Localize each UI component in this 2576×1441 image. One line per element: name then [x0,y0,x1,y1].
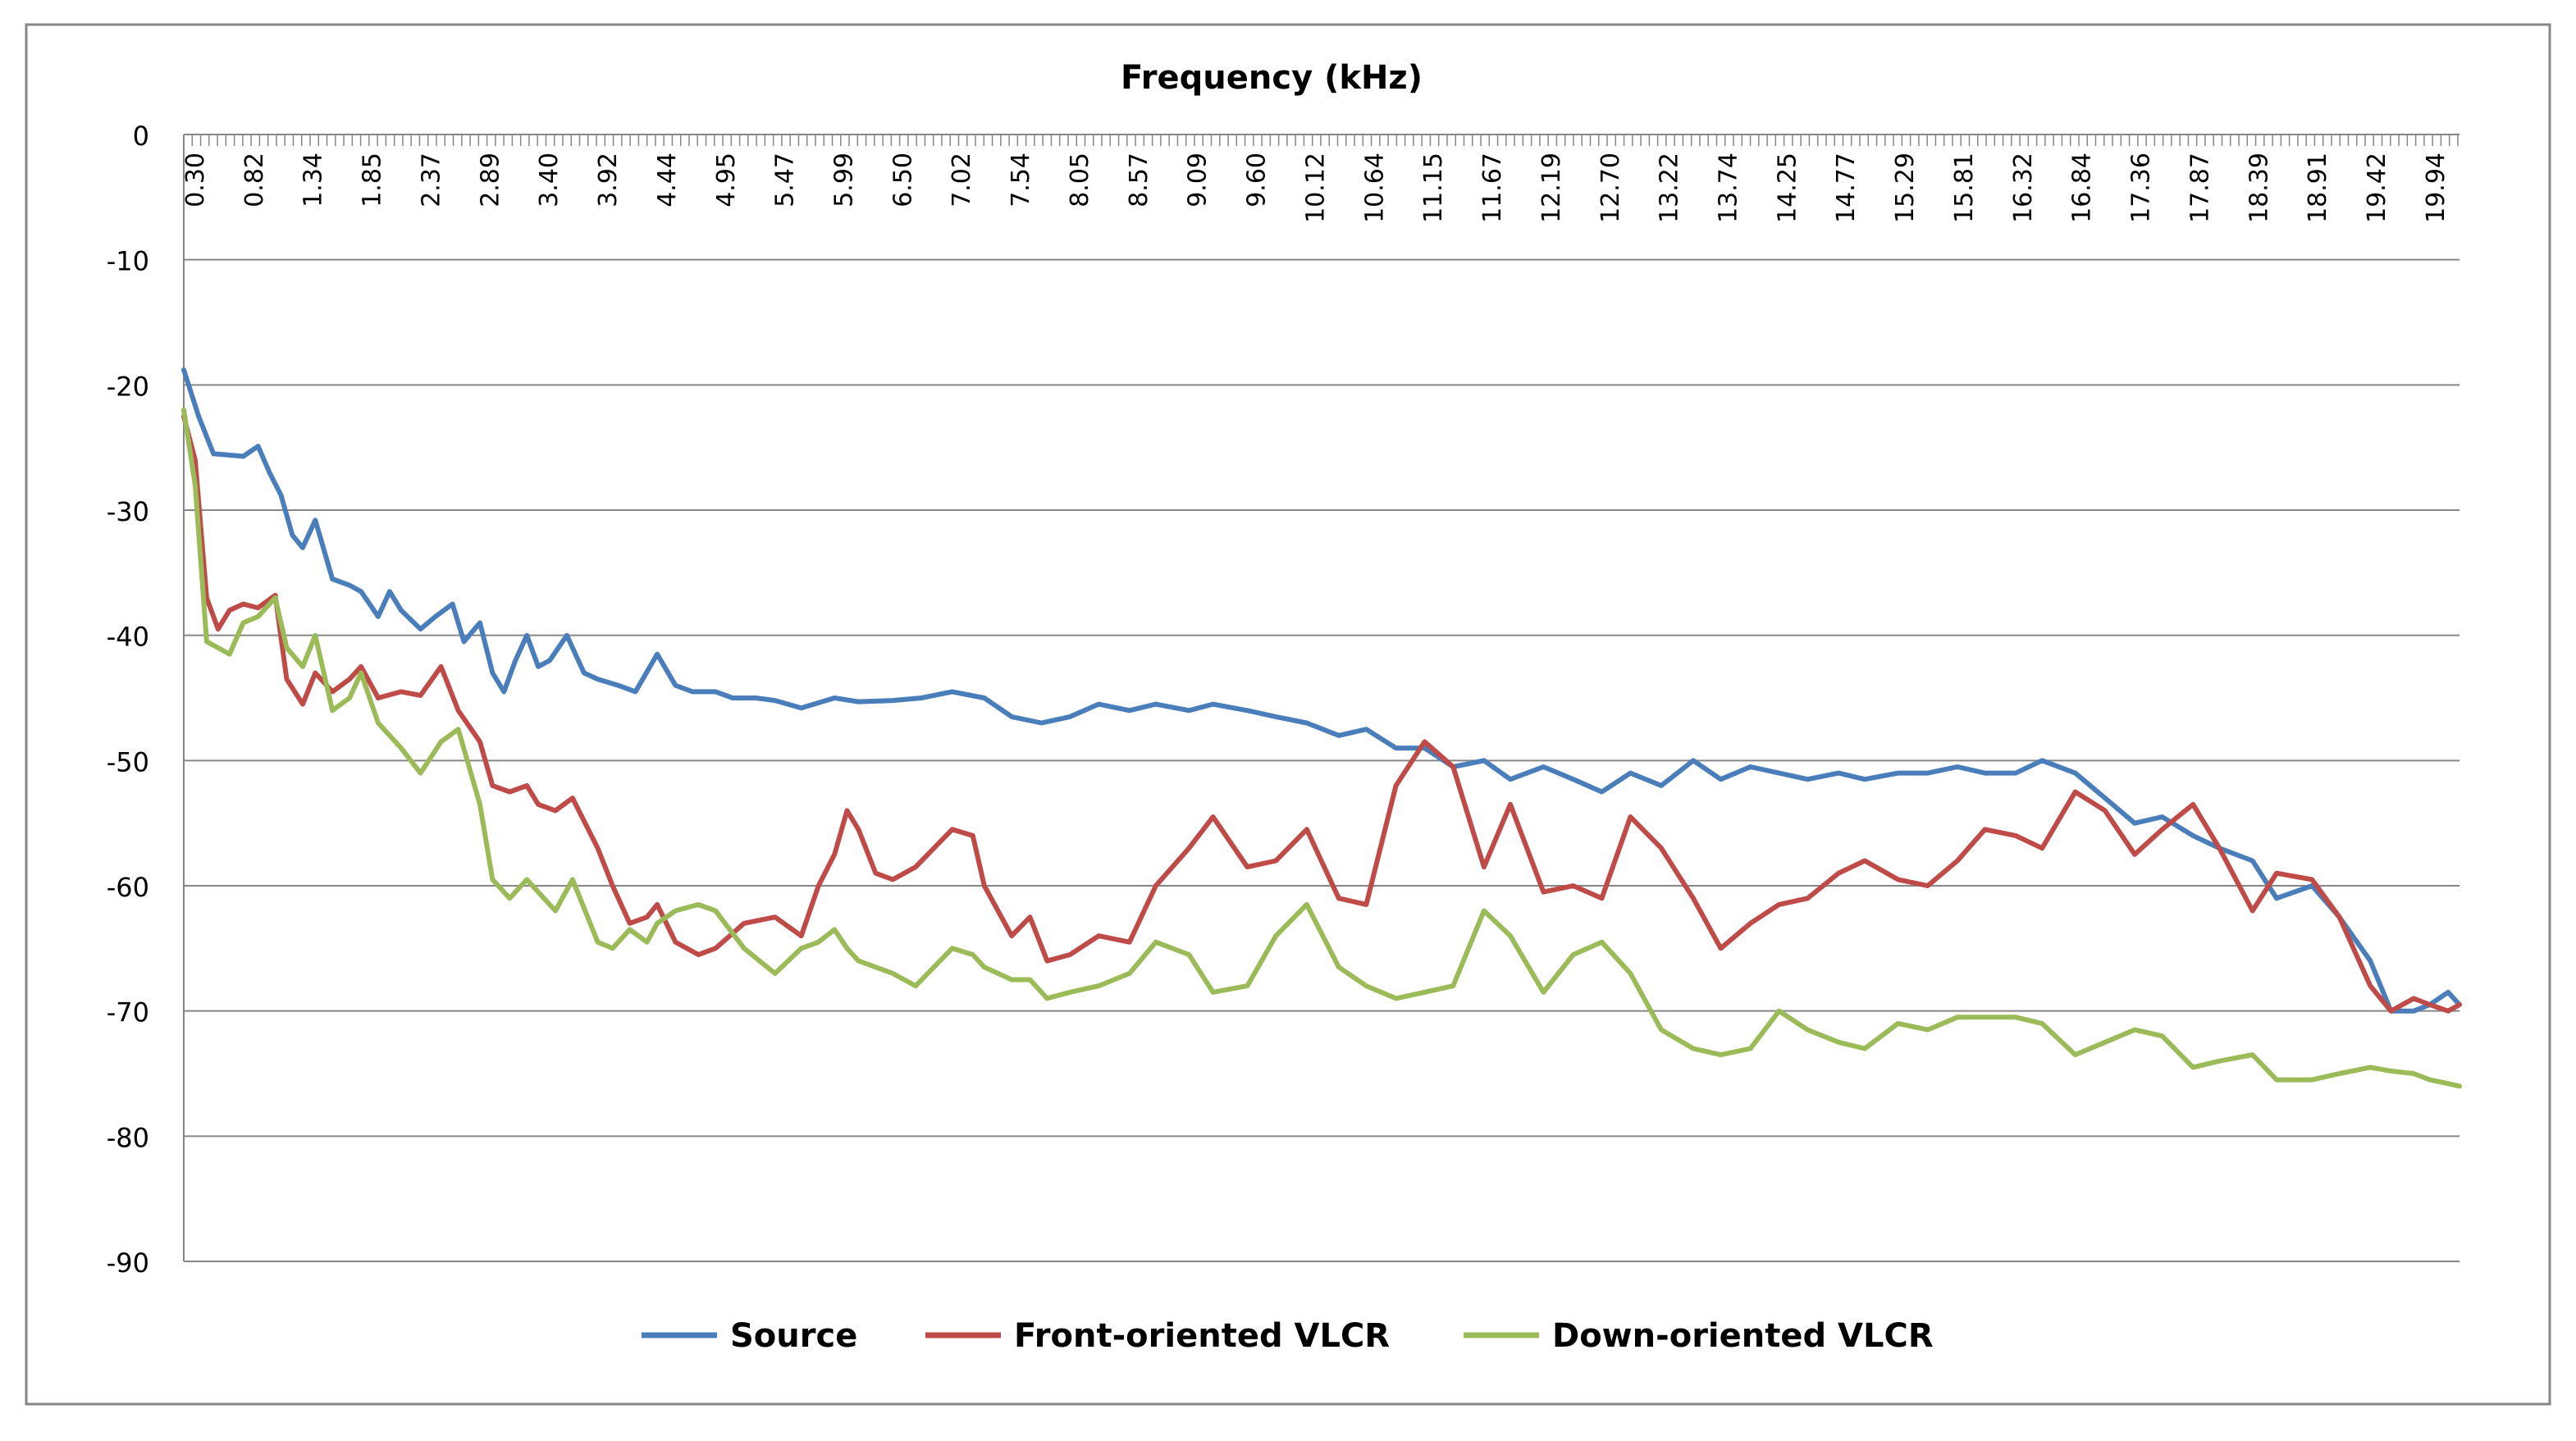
x-tick-label: 1.34 [299,153,328,207]
x-tick-label: 7.02 [948,153,976,207]
y-tick-label: -30 [107,496,149,527]
y-axis: 0 -10 -20 -30 -40 -50 -60 -70 -80 -90 [107,121,185,1279]
x-tick-label: 5.47 [771,153,800,207]
y-tick-label: -10 [107,246,149,277]
series-lines [181,367,2462,1089]
x-tick-label: 6.50 [888,153,917,207]
x-tick-label: 0.30 [181,153,210,207]
x-tick-label: 7.54 [1007,153,1035,207]
x-tick-label: 15.81 [1950,153,1979,223]
legend-label: Source [730,1317,857,1355]
y-tick-label: -80 [107,1122,149,1153]
x-tick-label: 17.36 [2127,153,2156,223]
chart-border [25,23,2551,1406]
series-line-down-oriented-vlcr [181,407,2462,1089]
x-tick-label: 9.09 [1184,153,1213,207]
x-tick-label: 4.95 [712,153,741,207]
y-tick-label: -90 [107,1247,149,1279]
x-tick-label: 15.29 [1891,153,1920,223]
x-tick-label: 2.89 [476,153,505,207]
x-tick-label: 17.87 [2185,153,2214,223]
x-tick-label: 10.12 [1301,153,1330,223]
x-tick-label: 12.19 [1537,153,1566,223]
x-tick-label: 14.77 [1832,153,1861,223]
x-tick-label: 13.22 [1656,153,1684,223]
legend-label: Front-oriented VLCR [1014,1317,1390,1355]
x-tick-label: 9.60 [1243,153,1272,207]
x-tick-label: 13.74 [1714,153,1742,223]
y-tick-label: -50 [107,746,149,778]
x-tick-label: 16.32 [2009,153,2038,223]
x-tick-label: 18.91 [2304,153,2332,223]
x-tick-label: 19.94 [2422,153,2450,223]
x-tick-label: 19.42 [2363,153,2391,223]
x-tick-label: 0.82 [240,153,269,207]
x-tick-label: 2.37 [417,153,445,207]
y-tick-label: -20 [107,371,149,402]
series-line-source [181,367,2462,1014]
x-axis: 0.30 0.82 1.34 1.85 2.37 2.89 3.40 3.92 4.44 4.95… [181,134,2460,223]
gridlines [184,258,2460,1262]
series-line-front-oriented-vlcr [181,413,2462,1014]
x-tick-label: 8.05 [1066,153,1094,207]
x-tick-label: 3.40 [535,153,564,207]
x-tick-label: 8.57 [1125,153,1153,207]
x-tick-label: 11.67 [1478,153,1507,223]
x-tick-label: 10.64 [1360,153,1389,223]
x-tick-label: 5.99 [830,153,859,207]
x-tick-label: 16.84 [2068,153,2097,223]
y-tick-label: 0 [133,121,149,152]
x-tick-label: 3.92 [594,153,623,207]
x-tick-label: 11.15 [1419,153,1448,223]
y-tick-label: -70 [107,997,149,1028]
x-tick-label: 18.39 [2245,153,2273,223]
y-tick-label: -40 [107,622,149,653]
x-tick-label: 14.25 [1773,153,1802,223]
legend-label: Down-oriented VLCR [1552,1317,1934,1355]
x-tick-label: 12.70 [1596,153,1625,223]
x-tick-label: 4.44 [653,153,682,207]
x-tick-label: 1.85 [359,153,387,207]
legend: Source Front-oriented VLCR Down-oriented V… [642,1317,1934,1355]
y-tick-label: -60 [107,872,149,903]
chart-title: Frequency (kHz) [1121,59,1423,97]
